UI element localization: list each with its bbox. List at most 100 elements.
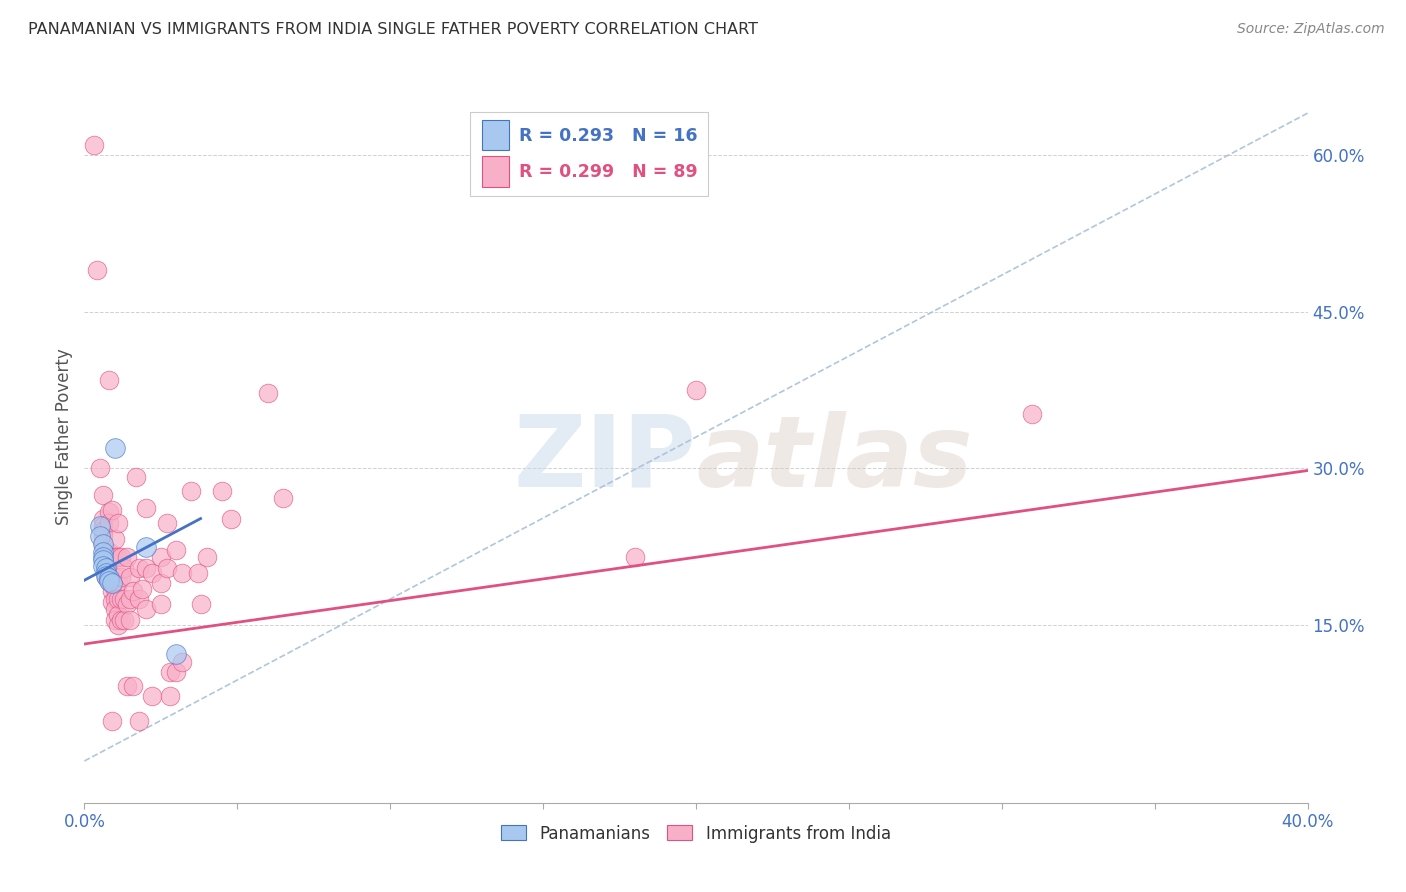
Point (135, 501, 157, 516)
Point (172, 655, 194, 669)
Point (156, 516, 179, 530)
Point (94, 558, 117, 572)
Point (94, 547, 117, 561)
Point (91, 536, 114, 550)
Point (624, 550, 647, 565)
Point (122, 679, 145, 693)
Point (110, 613, 132, 627)
Point (94, 560, 117, 574)
Point (97, 574, 120, 589)
Text: R = 0.299   N = 89: R = 0.299 N = 89 (519, 163, 697, 181)
Point (110, 550, 132, 565)
Point (101, 714, 124, 729)
Point (120, 592, 142, 607)
Point (91, 558, 114, 573)
Point (91, 553, 114, 567)
Point (219, 511, 242, 525)
Point (141, 690, 163, 704)
Text: atlas: atlas (696, 410, 973, 508)
Point (97, 545, 120, 559)
Point (104, 592, 127, 607)
Point (101, 595, 124, 609)
Point (120, 613, 142, 627)
Point (94, 566, 117, 580)
Point (125, 470, 148, 484)
Legend: Panamanians, Immigrants from India: Panamanians, Immigrants from India (495, 818, 897, 849)
Point (165, 543, 187, 558)
Point (186, 566, 208, 580)
Point (257, 386, 280, 401)
Point (122, 583, 145, 598)
Point (115, 550, 138, 565)
Point (89, 519, 111, 533)
Point (101, 571, 124, 585)
Point (91, 519, 114, 533)
Point (112, 560, 135, 574)
Point (89, 529, 111, 543)
Point (94, 550, 117, 565)
Point (97, 516, 120, 530)
Point (107, 592, 129, 607)
Point (271, 491, 294, 505)
Text: R = 0.293   N = 16: R = 0.293 N = 16 (519, 127, 697, 145)
Point (135, 560, 157, 574)
Point (190, 597, 212, 611)
Point (91, 536, 114, 550)
Point (107, 516, 129, 530)
Point (159, 665, 181, 680)
Point (149, 576, 172, 591)
Point (159, 690, 181, 704)
Point (104, 533, 127, 547)
Point (128, 592, 150, 607)
Point (91, 487, 114, 501)
Point (131, 582, 153, 596)
Point (112, 592, 135, 607)
Point (172, 566, 194, 580)
Text: Source: ZipAtlas.com: Source: ZipAtlas.com (1237, 22, 1385, 37)
Point (104, 550, 127, 565)
FancyBboxPatch shape (482, 120, 509, 151)
Point (165, 648, 187, 662)
Point (149, 597, 172, 611)
Point (112, 613, 135, 627)
Point (83, 137, 105, 152)
Point (1021, 407, 1043, 421)
Point (107, 618, 129, 632)
Point (101, 576, 124, 591)
Point (141, 566, 163, 580)
Point (89, 461, 111, 475)
Point (110, 570, 132, 584)
Point (135, 540, 157, 554)
Text: ZIP: ZIP (513, 410, 696, 508)
Text: PANAMANIAN VS IMMIGRANTS FROM INDIA SINGLE FATHER POVERTY CORRELATION CHART: PANAMANIAN VS IMMIGRANTS FROM INDIA SING… (28, 22, 758, 37)
Point (91, 524, 114, 538)
Point (104, 602, 127, 616)
Point (91, 511, 114, 525)
Point (165, 665, 187, 680)
Point (180, 484, 202, 499)
Point (135, 602, 157, 616)
Point (91, 529, 114, 543)
Point (156, 560, 179, 574)
Point (128, 560, 150, 574)
Point (115, 597, 138, 611)
FancyBboxPatch shape (470, 112, 709, 195)
Point (91, 550, 114, 565)
Point (97, 574, 120, 589)
Point (104, 582, 127, 596)
Point (97, 505, 120, 519)
Point (101, 503, 124, 517)
Point (94, 566, 117, 580)
Point (104, 570, 127, 584)
Point (115, 679, 138, 693)
Y-axis label: Single Father Poverty: Single Father Poverty (55, 349, 73, 525)
Point (97, 373, 120, 387)
Point (94, 570, 117, 584)
Point (110, 592, 132, 607)
Point (91, 545, 114, 559)
Point (97, 571, 120, 585)
Point (211, 484, 233, 499)
Point (101, 550, 124, 565)
Point (107, 576, 129, 591)
Point (94, 569, 117, 583)
